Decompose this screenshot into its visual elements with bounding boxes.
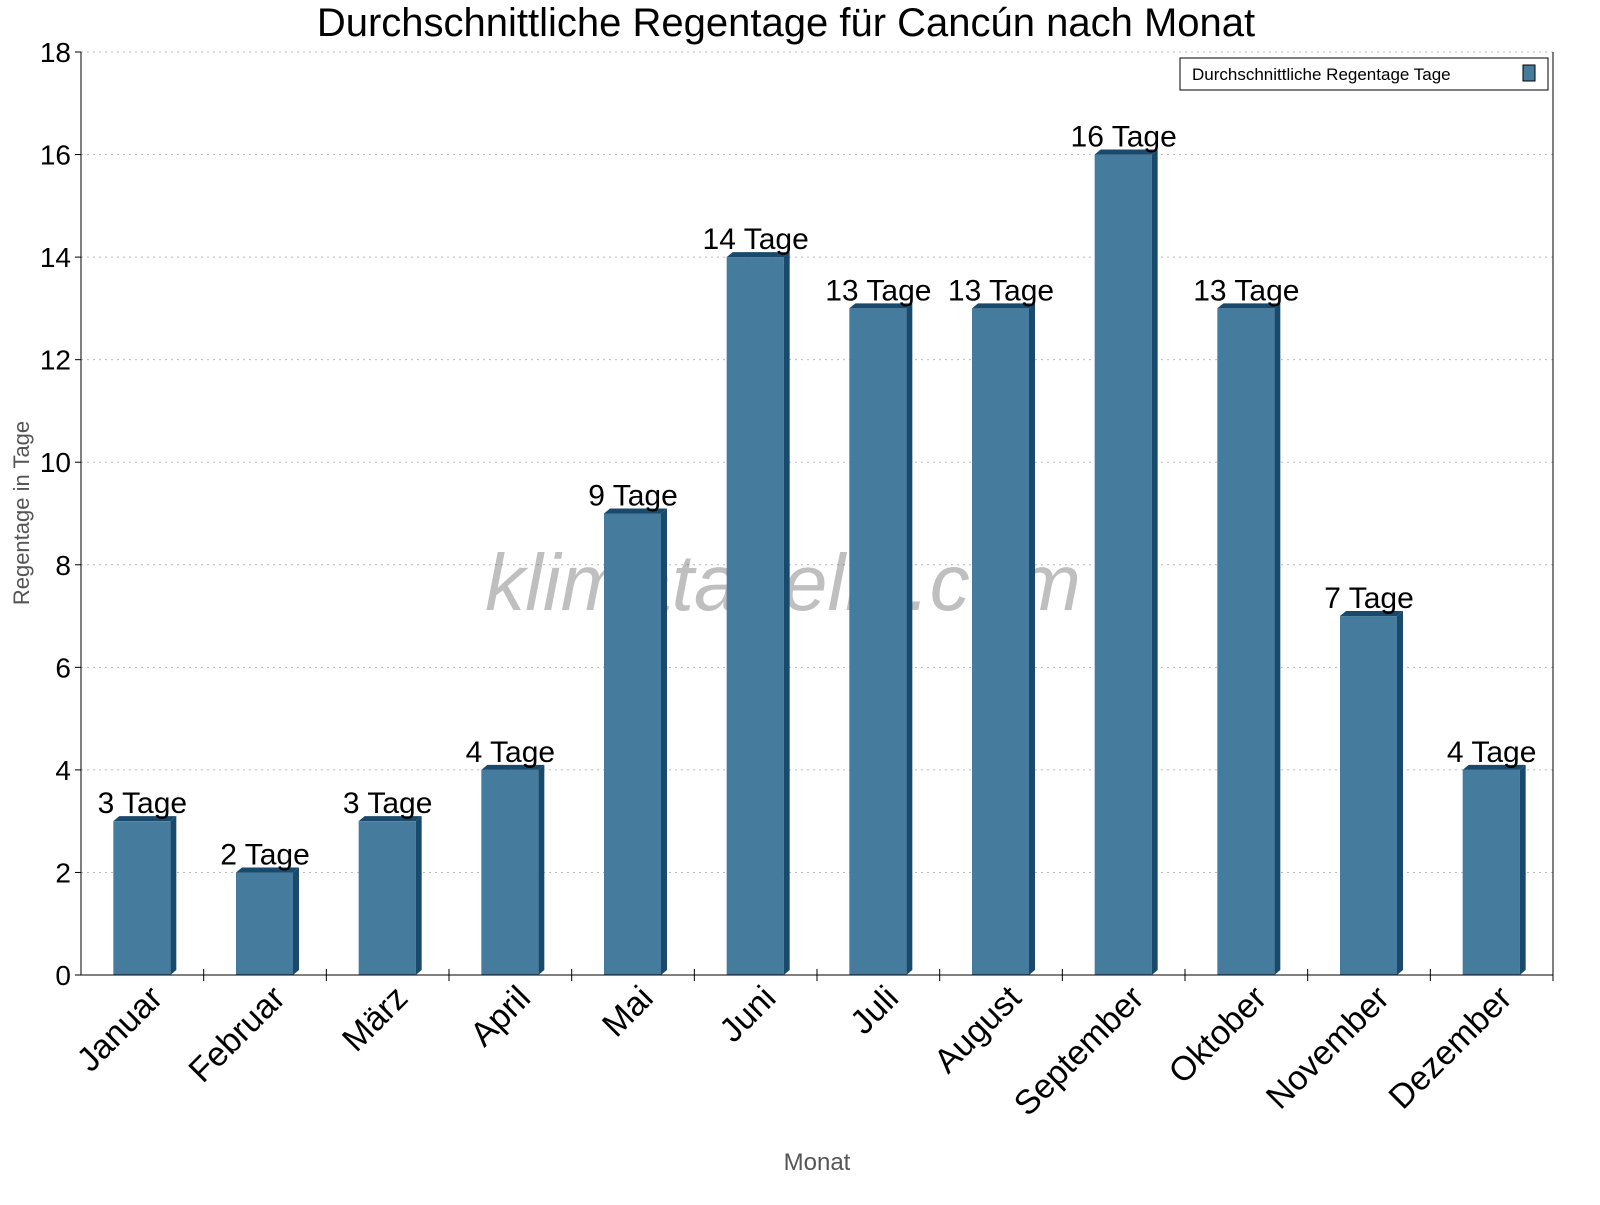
y-tick-label: 16: [40, 140, 71, 171]
bar-top: [726, 252, 790, 258]
legend-label: Durchschnittliche Regentage Tage: [1192, 65, 1451, 84]
bar: [1340, 616, 1397, 975]
legend-swatch: [1522, 64, 1536, 82]
x-tick-label: Januar: [70, 979, 170, 1079]
bar: [972, 308, 1029, 975]
bar-side: [1274, 303, 1281, 975]
data-label: 4 Tage: [466, 736, 556, 769]
bar-side: [415, 816, 422, 975]
chart-title: Durchschnittliche Regentage für Cancún n…: [317, 1, 1255, 45]
bar-top: [1217, 303, 1281, 309]
bar: [1094, 154, 1152, 976]
bar-side: [538, 764, 545, 975]
bar-side: [170, 816, 177, 975]
y-axis-label: Regentage in Tage: [9, 421, 34, 605]
bar-top: [481, 764, 545, 770]
bar-side: [1029, 303, 1035, 975]
bar-top: [1094, 149, 1158, 155]
data-label: 13 Tage: [825, 274, 931, 307]
data-label: 13 Tage: [948, 274, 1054, 307]
data-label: 16 Tage: [1071, 121, 1177, 154]
data-label: 13 Tage: [1193, 274, 1299, 307]
grid-lines: [81, 51, 1553, 873]
bar-top: [113, 816, 177, 822]
bar-top: [1462, 764, 1526, 770]
x-tick-label: Februar: [182, 979, 293, 1090]
legend: Durchschnittliche Regentage Tage: [1179, 57, 1549, 91]
bar-side: [906, 303, 913, 975]
x-tick-label: September: [1007, 979, 1151, 1123]
bar-side: [1151, 149, 1158, 976]
y-tick-label: 12: [40, 345, 71, 376]
x-axis-label: Monat: [784, 1149, 851, 1176]
bar: [113, 821, 171, 975]
x-tick-label: April: [463, 979, 538, 1054]
y-tick-label: 18: [40, 37, 71, 68]
bar: [726, 257, 784, 976]
bar-side: [783, 252, 790, 976]
bar-side: [1397, 611, 1403, 975]
x-tick-label: Juni: [712, 979, 783, 1050]
y-tick-label: 2: [55, 857, 71, 888]
y-tick-label: 6: [55, 652, 71, 683]
bar-side: [1519, 764, 1526, 975]
x-tick-label: Dezember: [1382, 979, 1520, 1117]
y-tick-label: 0: [55, 960, 71, 991]
bar-side: [661, 508, 667, 975]
data-label: 14 Tage: [703, 223, 809, 256]
bar: [1217, 308, 1275, 975]
data-label: 2 Tage: [220, 838, 310, 871]
bar-top: [604, 508, 667, 514]
bar: [358, 821, 416, 975]
y-tick-label: 4: [55, 755, 71, 786]
bar-top: [358, 816, 422, 822]
data-label: 3 Tage: [98, 787, 188, 820]
bar: [849, 308, 907, 975]
bar-top: [972, 303, 1035, 309]
bar: [236, 872, 293, 975]
data-label: 4 Tage: [1447, 736, 1537, 769]
bar-top: [849, 303, 913, 309]
y-tick-label: 8: [55, 550, 71, 581]
x-tick-label: Oktober: [1162, 979, 1274, 1091]
x-tick-label: März: [335, 979, 415, 1059]
bars: 3 Tage 2 Tage 3 Tage 4 Tage 9 Tage 14 Tage 13 …: [98, 121, 1537, 976]
x-tick-label: Juli: [843, 979, 906, 1042]
data-label: 7 Tage: [1324, 582, 1414, 615]
data-label: 3 Tage: [343, 787, 433, 820]
x-tick-label: August: [927, 978, 1029, 1080]
bar: [481, 769, 539, 975]
bar: [604, 513, 661, 975]
bar-side: [293, 867, 299, 975]
y-tick-label: 14: [40, 242, 71, 273]
bar: [1462, 769, 1520, 975]
bar-top: [236, 867, 299, 873]
x-tick-label: Mai: [595, 979, 661, 1045]
y-tick-label: 10: [40, 447, 71, 478]
x-tick-label: November: [1259, 979, 1397, 1117]
bar-top: [1340, 611, 1403, 617]
data-label: 9 Tage: [588, 480, 678, 513]
